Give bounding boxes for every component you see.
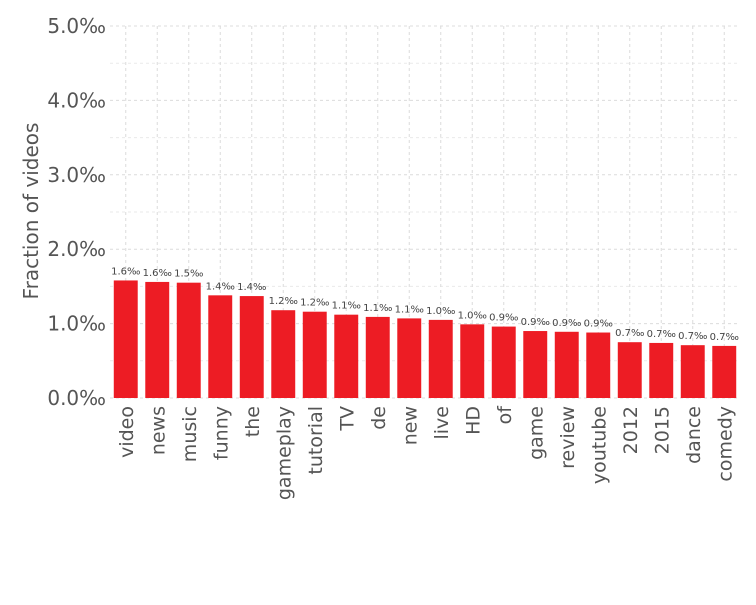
bar-dance	[680, 345, 705, 398]
y-axis: 0.0‰ 1.0‰ 2.0‰ 3.0‰ 4.0‰ 5.0‰	[47, 14, 106, 410]
bar-2012	[617, 342, 642, 398]
data-label: 0.9‰	[521, 317, 550, 328]
data-label: 1.4‰	[237, 282, 266, 293]
bar-new	[397, 318, 422, 398]
data-labels: 1.6‰ 1.6‰ 1.5‰1.4‰ 1.4‰1.2‰ 1.2‰ 1.1‰ 1.1‰ 1.1‰…	[111, 266, 739, 342]
data-label: 0.7‰	[615, 328, 644, 339]
x-tick-label: youtube	[588, 406, 610, 484]
x-tick-label: of	[494, 405, 516, 425]
bar-music	[176, 282, 201, 398]
data-label: 1.2‰	[269, 296, 298, 307]
x-tick-label: 2015	[651, 406, 673, 454]
bar-comedy	[712, 345, 737, 398]
x-tick-label: music	[179, 406, 201, 462]
y-tick-label: 1.0‰	[47, 312, 106, 336]
y-tick-label: 0.0‰	[47, 386, 106, 410]
x-tick-label: game	[525, 406, 547, 460]
x-tick-label: gameplay	[273, 406, 295, 500]
data-label: 1.6‰	[143, 268, 172, 279]
bar-de	[365, 316, 390, 398]
grid	[110, 25, 740, 399]
x-tick-label: HD	[462, 406, 484, 435]
bar-HD	[460, 324, 485, 398]
bar-of	[491, 326, 516, 398]
x-tick-label: tutorial	[305, 406, 327, 475]
data-label: 0.9‰	[552, 318, 581, 329]
x-tick-label: review	[557, 406, 579, 469]
x-tick-label: TV	[336, 406, 358, 432]
bar-youtube	[586, 332, 611, 398]
bar-news	[145, 281, 170, 398]
data-label: 1.0‰	[458, 310, 487, 321]
y-tick-label: 5.0‰	[47, 14, 106, 38]
data-label: 1.6‰	[111, 266, 140, 277]
bar-live	[428, 319, 453, 398]
bar-video	[113, 280, 138, 398]
bars	[113, 280, 737, 398]
data-label: 0.7‰	[647, 329, 676, 340]
x-tick-label: new	[399, 406, 421, 445]
x-tick-label: news	[147, 406, 169, 455]
x-tick-label: comedy	[714, 406, 736, 482]
bar-2015	[649, 342, 674, 398]
data-label: 0.9‰	[584, 319, 613, 330]
data-label: 1.4‰	[206, 281, 235, 292]
y-tick-label: 2.0‰	[47, 237, 106, 261]
bar-funny	[208, 295, 233, 398]
bar-the	[239, 296, 264, 398]
data-label: 1.1‰	[395, 304, 424, 315]
data-label: 1.5‰	[174, 269, 203, 280]
x-tick-label: video	[116, 406, 138, 458]
x-axis: video news music funny the gameplay tutorial TV…	[116, 405, 737, 500]
data-label: 1.2‰	[300, 298, 329, 309]
bar-gameplay	[271, 310, 296, 398]
x-tick-label: de	[368, 406, 390, 430]
bar-TV	[334, 314, 359, 398]
bar-tutorial	[302, 311, 327, 398]
bar-review	[554, 331, 579, 398]
data-label: 1.0‰	[426, 306, 455, 317]
y-axis-label: Fraction of videos	[19, 123, 43, 300]
data-label: 0.7‰	[678, 331, 707, 342]
data-label: 1.1‰	[363, 303, 392, 314]
x-tick-label: dance	[683, 406, 705, 464]
data-label: 0.7‰	[710, 332, 739, 343]
data-label: 1.1‰	[332, 301, 361, 312]
x-tick-label: 2012	[620, 406, 642, 454]
bar-game	[523, 331, 548, 398]
x-tick-label: live	[431, 406, 453, 440]
y-tick-label: 4.0‰	[47, 88, 106, 112]
x-tick-label: funny	[210, 406, 232, 460]
y-tick-label: 3.0‰	[47, 163, 106, 187]
x-tick-label: the	[242, 406, 264, 437]
data-label: 0.9‰	[489, 313, 518, 324]
